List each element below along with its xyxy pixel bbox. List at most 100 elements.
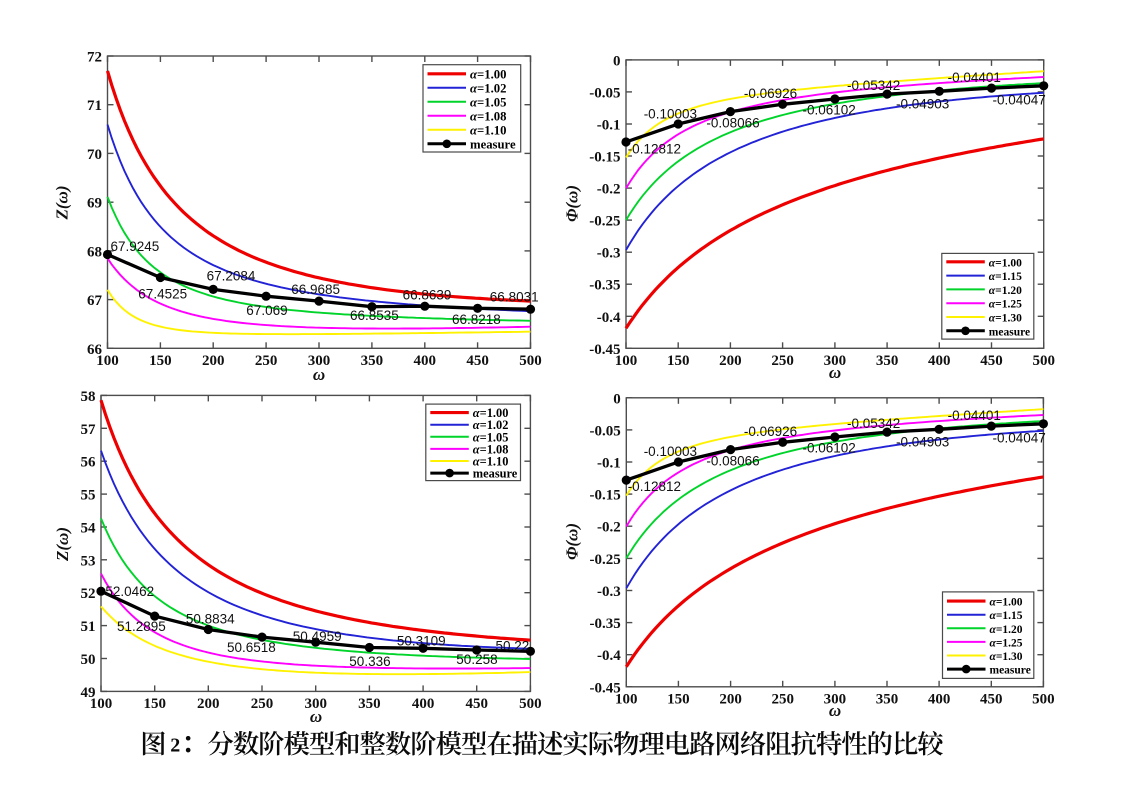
svg-text:-0.35: -0.35 [589,278,620,294]
svg-text:0: 0 [613,391,621,407]
svg-text:100: 100 [615,691,638,707]
svg-text:-0.1: -0.1 [597,456,621,472]
svg-text:ω: ω [829,701,841,720]
svg-text:71: 71 [87,98,102,114]
svg-text:-0.1: -0.1 [597,118,621,134]
svg-text:66.8031: 66.8031 [490,290,539,305]
svg-text:α=1.00: α=1.00 [989,257,1022,269]
svg-text:400: 400 [928,353,951,369]
svg-text:69: 69 [87,196,102,212]
svg-text:-0.06926: -0.06926 [744,424,797,439]
svg-text:350: 350 [876,353,899,369]
svg-text:-0.25: -0.25 [589,214,620,230]
svg-text:Φ(ω): Φ(ω) [563,185,582,222]
svg-text:-0.06102: -0.06102 [803,440,856,455]
svg-text:66: 66 [87,342,103,358]
svg-text:ω: ω [310,707,322,726]
svg-text:-0.4: -0.4 [597,310,621,326]
svg-text:-0.04047: -0.04047 [993,93,1046,108]
svg-text:α=1.10: α=1.10 [473,455,509,469]
svg-text:250: 250 [255,353,278,369]
svg-text:67.9245: 67.9245 [111,239,160,254]
svg-text:50.336: 50.336 [349,654,390,669]
svg-text:100: 100 [96,353,119,369]
svg-text:α=1.15: α=1.15 [989,271,1022,283]
svg-text:-0.04903: -0.04903 [896,97,949,112]
svg-text:250: 250 [251,696,274,712]
svg-text:Z(ω): Z(ω) [53,527,72,562]
svg-text:α=1.25: α=1.25 [989,299,1022,311]
svg-text:α=1.02: α=1.02 [473,418,509,432]
svg-text:0: 0 [613,53,621,69]
svg-text:250: 250 [771,691,794,707]
svg-text:500: 500 [519,696,542,712]
svg-text:-0.08066: -0.08066 [706,116,759,131]
svg-text:α=1.05: α=1.05 [473,430,509,444]
svg-text:52: 52 [81,586,96,602]
svg-text:400: 400 [414,353,437,369]
svg-text:52.0462: 52.0462 [105,584,154,599]
svg-text:200: 200 [719,353,742,369]
svg-text:350: 350 [876,691,899,707]
svg-text:54: 54 [81,521,97,537]
svg-text:400: 400 [928,691,951,707]
svg-text:-0.06102: -0.06102 [803,103,856,118]
svg-text:α=1.20: α=1.20 [990,624,1023,636]
svg-text:α=1.02: α=1.02 [470,81,506,95]
svg-text:α=1.10: α=1.10 [470,123,506,137]
svg-text:150: 150 [143,696,166,712]
svg-text:300: 300 [304,696,327,712]
svg-text:-0.05342: -0.05342 [847,78,900,93]
svg-text:66.8639: 66.8639 [403,288,452,303]
svg-text:300: 300 [308,353,331,369]
svg-text:-0.10003: -0.10003 [644,444,697,459]
svg-text:measure: measure [470,137,516,151]
svg-text:-0.05: -0.05 [590,423,621,439]
svg-text:51.2895: 51.2895 [117,619,166,634]
svg-text:-0.2: -0.2 [597,520,621,536]
svg-text:67: 67 [87,293,103,309]
svg-text:66.8218: 66.8218 [452,312,501,327]
svg-text:α=1.25: α=1.25 [990,637,1023,649]
svg-text:150: 150 [149,353,172,369]
svg-text:67.069: 67.069 [246,303,287,318]
svg-text:-0.4: -0.4 [597,648,621,664]
svg-text:450: 450 [980,353,1003,369]
svg-text:-0.15: -0.15 [590,488,621,504]
svg-text:450: 450 [466,353,489,369]
svg-text:α=1.30: α=1.30 [989,313,1022,325]
svg-text:68: 68 [87,244,102,260]
svg-text:-0.3: -0.3 [597,584,621,600]
svg-text:-0.04401: -0.04401 [948,408,1001,423]
svg-text:α=1.08: α=1.08 [473,442,509,456]
svg-text:100: 100 [615,353,638,369]
svg-text:-0.12812: -0.12812 [628,479,681,494]
svg-text:-0.15: -0.15 [589,150,620,166]
svg-text:55: 55 [81,488,96,504]
svg-text:150: 150 [667,353,690,369]
svg-text:50.3109: 50.3109 [397,634,446,649]
svg-text:α=1.05: α=1.05 [470,95,506,109]
svg-text:α=1.30: α=1.30 [990,651,1023,663]
svg-text:-0.45: -0.45 [589,342,620,358]
svg-text:α=1.00: α=1.00 [990,597,1023,609]
svg-text:200: 200 [202,353,225,369]
svg-text:250: 250 [771,353,794,369]
svg-text:-0.05: -0.05 [589,85,620,101]
svg-text:400: 400 [412,696,435,712]
svg-text:450: 450 [980,691,1003,707]
svg-text:57: 57 [81,422,97,438]
svg-text:2: 2 [170,735,180,757]
svg-text:-0.12812: -0.12812 [628,141,681,156]
svg-text:-0.10003: -0.10003 [644,106,697,121]
svg-text:50.6518: 50.6518 [227,640,276,655]
svg-text:-0.06926: -0.06926 [744,86,797,101]
svg-text:200: 200 [197,696,220,712]
svg-text:53: 53 [81,553,96,569]
svg-text:50.258: 50.258 [456,652,497,667]
svg-text:70: 70 [87,147,102,163]
svg-text:56: 56 [81,455,97,471]
svg-text:58: 58 [81,389,96,405]
svg-text:350: 350 [361,353,384,369]
svg-text:ω: ω [829,363,841,382]
